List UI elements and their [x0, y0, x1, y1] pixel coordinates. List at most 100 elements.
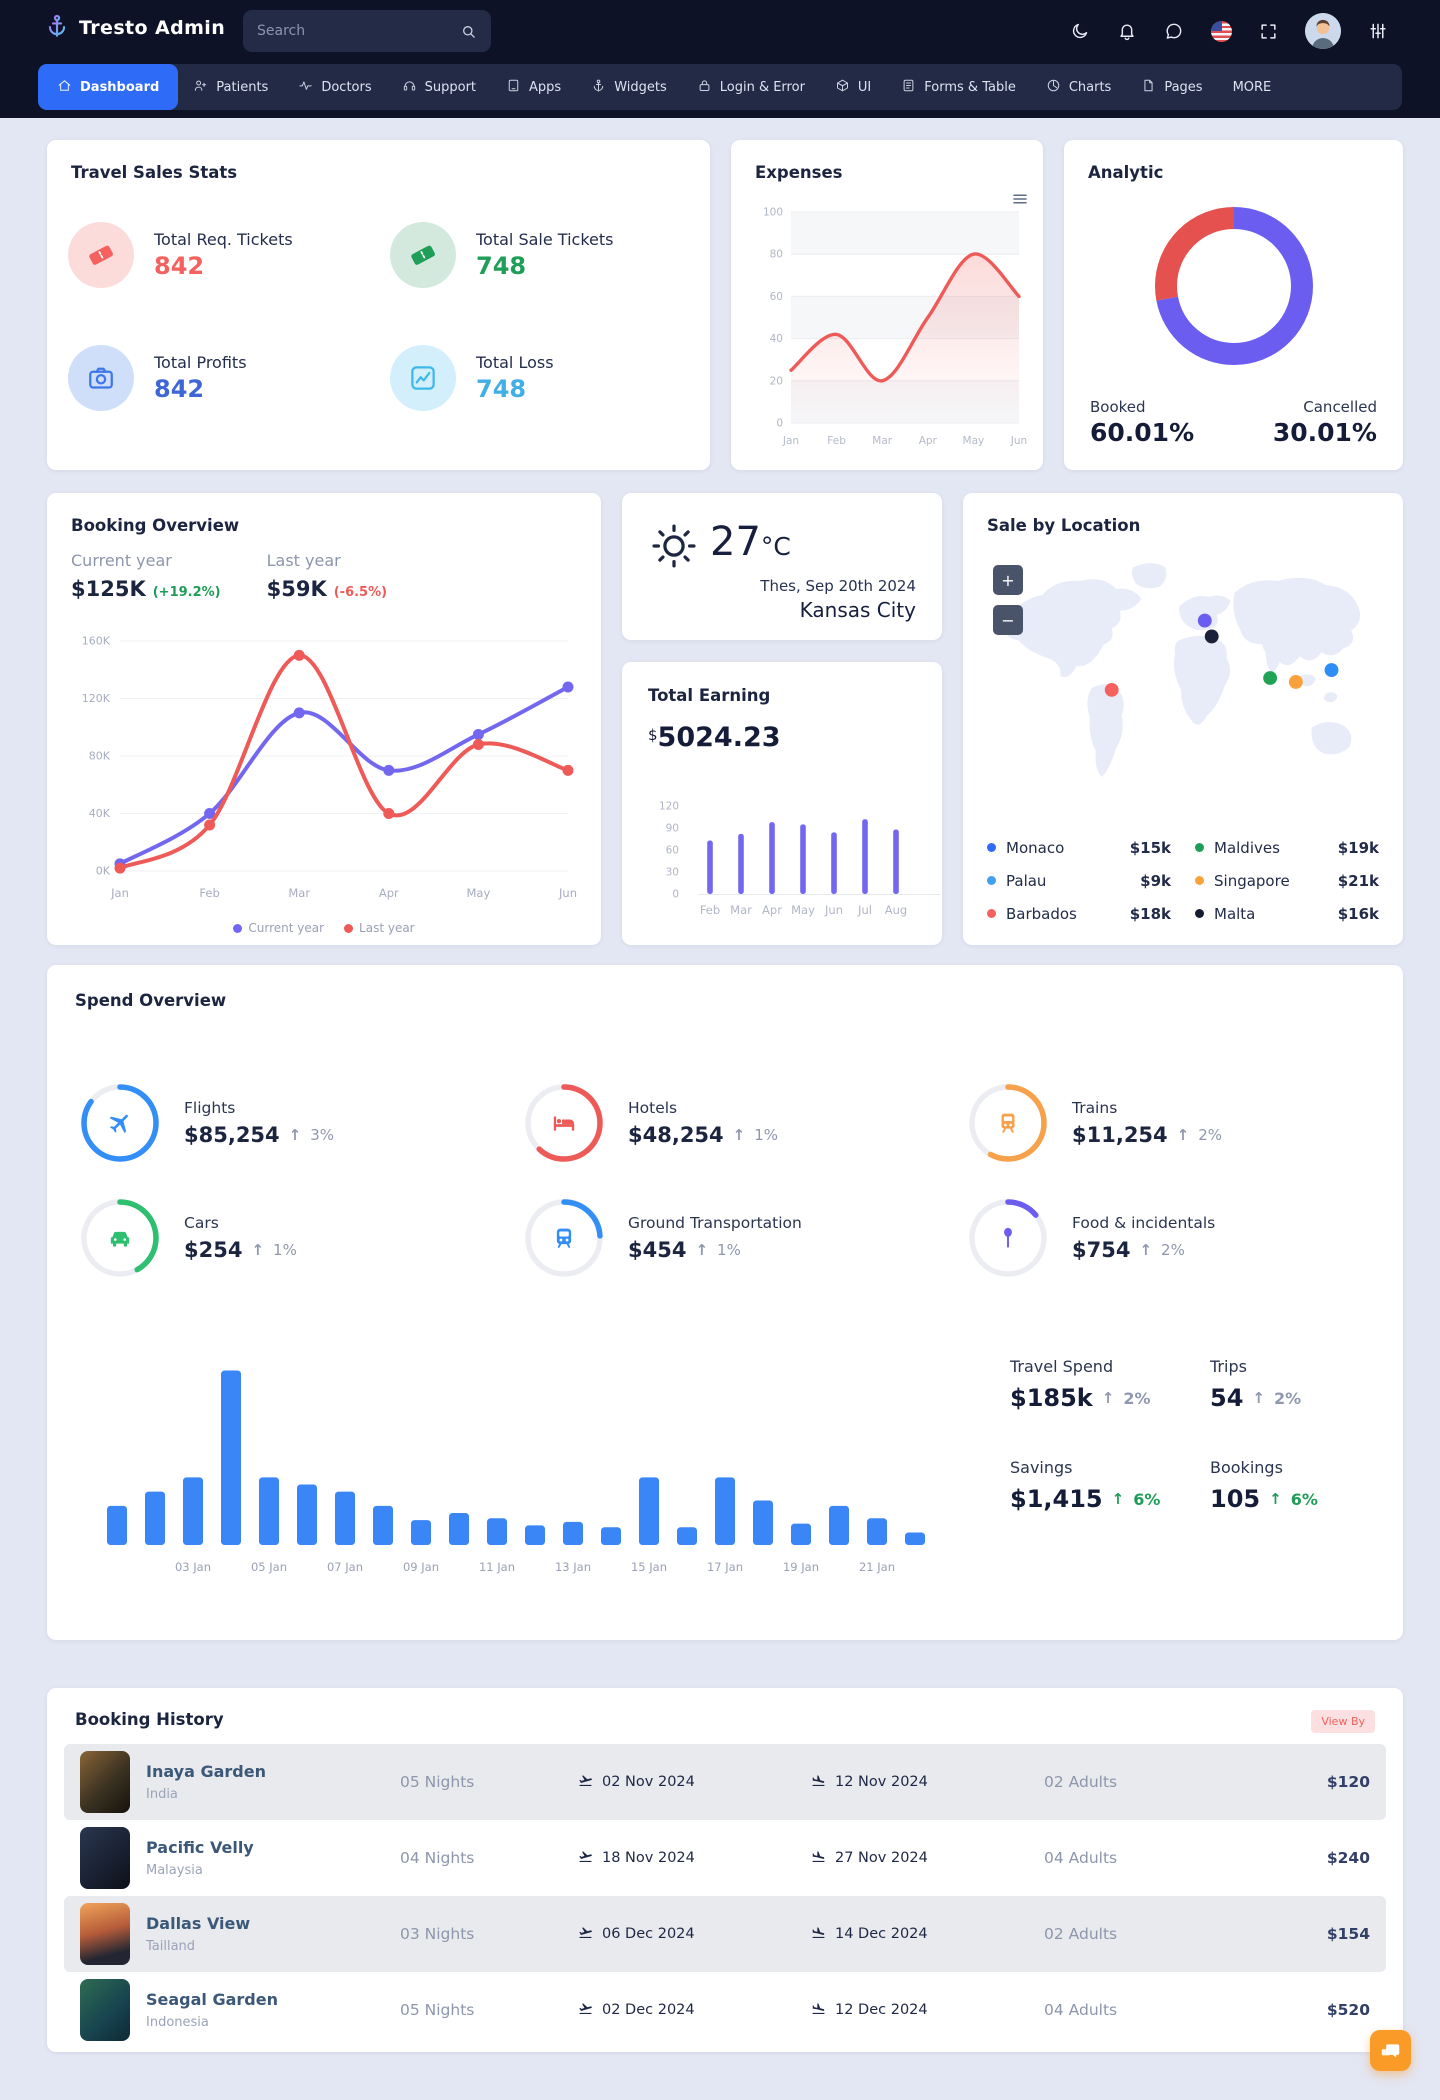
booked-stat: Booked 60.01% — [1090, 398, 1195, 447]
world-map — [985, 547, 1381, 813]
brand[interactable]: Tresto Admin — [44, 13, 225, 43]
earning-amount: $5024.23 — [648, 722, 781, 753]
travel-sales-stats-card: Travel Sales Stats Total Req. Tickets 842… — [47, 140, 710, 470]
svg-text:160K: 160K — [82, 635, 111, 648]
card-title: Booking History — [75, 1710, 224, 1729]
location-legend-singapore: Singapore $21k — [1195, 864, 1379, 897]
adults: 04 Adults — [1044, 2001, 1118, 2019]
map-dot-singapore[interactable] — [1288, 675, 1303, 689]
settings-sliders-icon[interactable] — [1368, 21, 1388, 41]
spend-category-flights: Flights $85,254 ↑ 3% — [80, 1083, 334, 1163]
map-dot-maldives[interactable] — [1263, 671, 1278, 685]
nav-item-support[interactable]: Support — [387, 64, 491, 110]
stat-total-profits: Total Profits 842 — [68, 345, 247, 411]
nav-item-forms-table[interactable]: Forms & Table — [886, 64, 1031, 110]
trend-up-icon: ↑ — [1269, 1490, 1282, 1508]
messages-chat-icon[interactable] — [1164, 21, 1184, 41]
nav-item-dashboard[interactable]: Dashboard — [38, 64, 179, 110]
nav-item-label: Dashboard — [80, 79, 160, 95]
nav-item-patients[interactable]: Patients — [178, 64, 283, 110]
summary-savings: Savings $1,415 ↑ 6% — [1010, 1458, 1161, 1513]
svg-text:0: 0 — [776, 418, 783, 430]
nav-item-pages[interactable]: Pages — [1126, 64, 1217, 110]
svg-text:17 Jan: 17 Jan — [707, 1560, 743, 1574]
booking-row-pacific-velly[interactable]: Pacific Velly Malaysia 04 Nights 18 Nov 202… — [64, 1820, 1386, 1896]
header-actions — [1070, 0, 1388, 62]
trend-up-icon: ↑ — [1176, 1126, 1190, 1144]
svg-text:15 Jan: 15 Jan — [631, 1560, 667, 1574]
svg-text:40: 40 — [770, 333, 783, 345]
map-dot-malta[interactable] — [1204, 629, 1219, 644]
tram-icon — [968, 1083, 1048, 1163]
map-dot-barbados[interactable] — [1104, 682, 1119, 697]
spend-category-trains: Trains $11,254 ↑ 2% — [968, 1083, 1222, 1163]
svg-text:Jun: Jun — [558, 886, 577, 900]
booking-row-inaya-garden[interactable]: Inaya Garden India 05 Nights 02 Nov 2024 12 … — [64, 1744, 1386, 1820]
nav-item-widgets[interactable]: Widgets — [576, 64, 682, 110]
spend-percent: 3% — [310, 1126, 335, 1144]
arrive-date: 12 Dec 2024 — [811, 2001, 1044, 2020]
spend-category-ground-transportation: Ground Transportation $454 ↑ 1% — [524, 1198, 802, 1278]
fullscreen-icon[interactable] — [1259, 22, 1278, 41]
depart-date: 02 Nov 2024 — [578, 1773, 811, 1792]
spend-label: Food & incidentals — [1072, 1214, 1216, 1232]
map-zoom-in-button[interactable]: + — [993, 565, 1023, 595]
weather-card: 27°C Thes, Sep 20th 2024 Kansas City — [622, 493, 942, 640]
spend-value: $85,254 — [184, 1123, 280, 1147]
spend-percent: 1% — [754, 1126, 779, 1144]
lock-icon — [697, 78, 712, 97]
expenses-card: Expenses 0 20 40 60 80 100 Jan Feb Mar Apr May Jun — [731, 140, 1043, 470]
search-box[interactable] — [243, 10, 491, 52]
map-dot-palau[interactable] — [1324, 663, 1339, 678]
location-legend-maldives: Maldives $19k — [1195, 831, 1379, 864]
hotel-country: Tailland — [146, 1939, 196, 1954]
notifications-bell-icon[interactable] — [1117, 21, 1137, 41]
map-zoom-out-button[interactable]: − — [993, 605, 1023, 635]
svg-text:May: May — [963, 435, 985, 447]
stat-label: Total Profits — [154, 353, 247, 372]
nights: 03 Nights — [400, 1925, 475, 1943]
nav-item-more[interactable]: MORE — [1218, 64, 1287, 110]
stat-total-req-tickets: Total Req. Tickets 842 — [68, 222, 293, 288]
price: $240 — [1326, 1849, 1370, 1867]
svg-text:80: 80 — [770, 249, 783, 261]
location-legend-monaco: Monaco $15k — [987, 831, 1171, 864]
analytic-card: Analytic Booked 60.01% Cancelled 30.01% — [1064, 140, 1403, 470]
booking-row-dallas-view[interactable]: Dallas View Tailland 03 Nights 06 Dec 2024 1… — [64, 1896, 1386, 1972]
nav-item-ui[interactable]: UI — [820, 64, 886, 110]
svg-text:40K: 40K — [89, 807, 111, 820]
chat-fab-button[interactable] — [1370, 2030, 1411, 2071]
widgets-icon — [591, 78, 606, 97]
booking-row-seagal-garden[interactable]: Seagal Garden Indonesia 05 Nights 02 Dec 20… — [64, 1972, 1386, 2048]
map-dot-monaco[interactable] — [1197, 613, 1212, 628]
spend-value: $48,254 — [628, 1123, 724, 1147]
hotel-name: Inaya Garden — [146, 1762, 266, 1781]
expenses-line-chart: 0 20 40 60 80 100 Jan Feb Mar Apr May Jun — [747, 198, 1031, 460]
svg-text:05 Jan: 05 Jan — [251, 1560, 287, 1574]
nav-item-charts[interactable]: Charts — [1031, 64, 1127, 110]
stat-label: Total Loss — [476, 353, 554, 372]
support-icon — [402, 78, 417, 97]
stat-value: 842 — [154, 375, 205, 403]
dark-mode-icon[interactable] — [1070, 21, 1090, 41]
search-input[interactable] — [257, 23, 452, 39]
view-by-button[interactable]: View By — [1311, 1710, 1375, 1733]
svg-text:80K: 80K — [89, 750, 111, 763]
trend-up-icon: ↑ — [1139, 1241, 1153, 1259]
search-icon[interactable] — [460, 23, 477, 40]
spend-label: Hotels — [628, 1099, 678, 1117]
hotel-country: India — [146, 1787, 178, 1802]
spend-value: $454 — [628, 1238, 687, 1262]
spend-percent: 2% — [1198, 1126, 1223, 1144]
hotel-country: Malaysia — [146, 1863, 203, 1878]
nav-item-login-error[interactable]: Login & Error — [682, 64, 820, 110]
nav-item-apps[interactable]: Apps — [491, 64, 576, 110]
card-title: Analytic — [1088, 163, 1164, 182]
user-avatar[interactable] — [1305, 13, 1341, 49]
language-flag-icon[interactable] — [1211, 20, 1232, 42]
depart-date: 02 Dec 2024 — [578, 2001, 811, 2020]
hotel-name: Pacific Velly — [146, 1838, 254, 1857]
chart-menu-icon[interactable] — [1011, 190, 1029, 208]
nav-item-doctors[interactable]: Doctors — [283, 64, 386, 110]
